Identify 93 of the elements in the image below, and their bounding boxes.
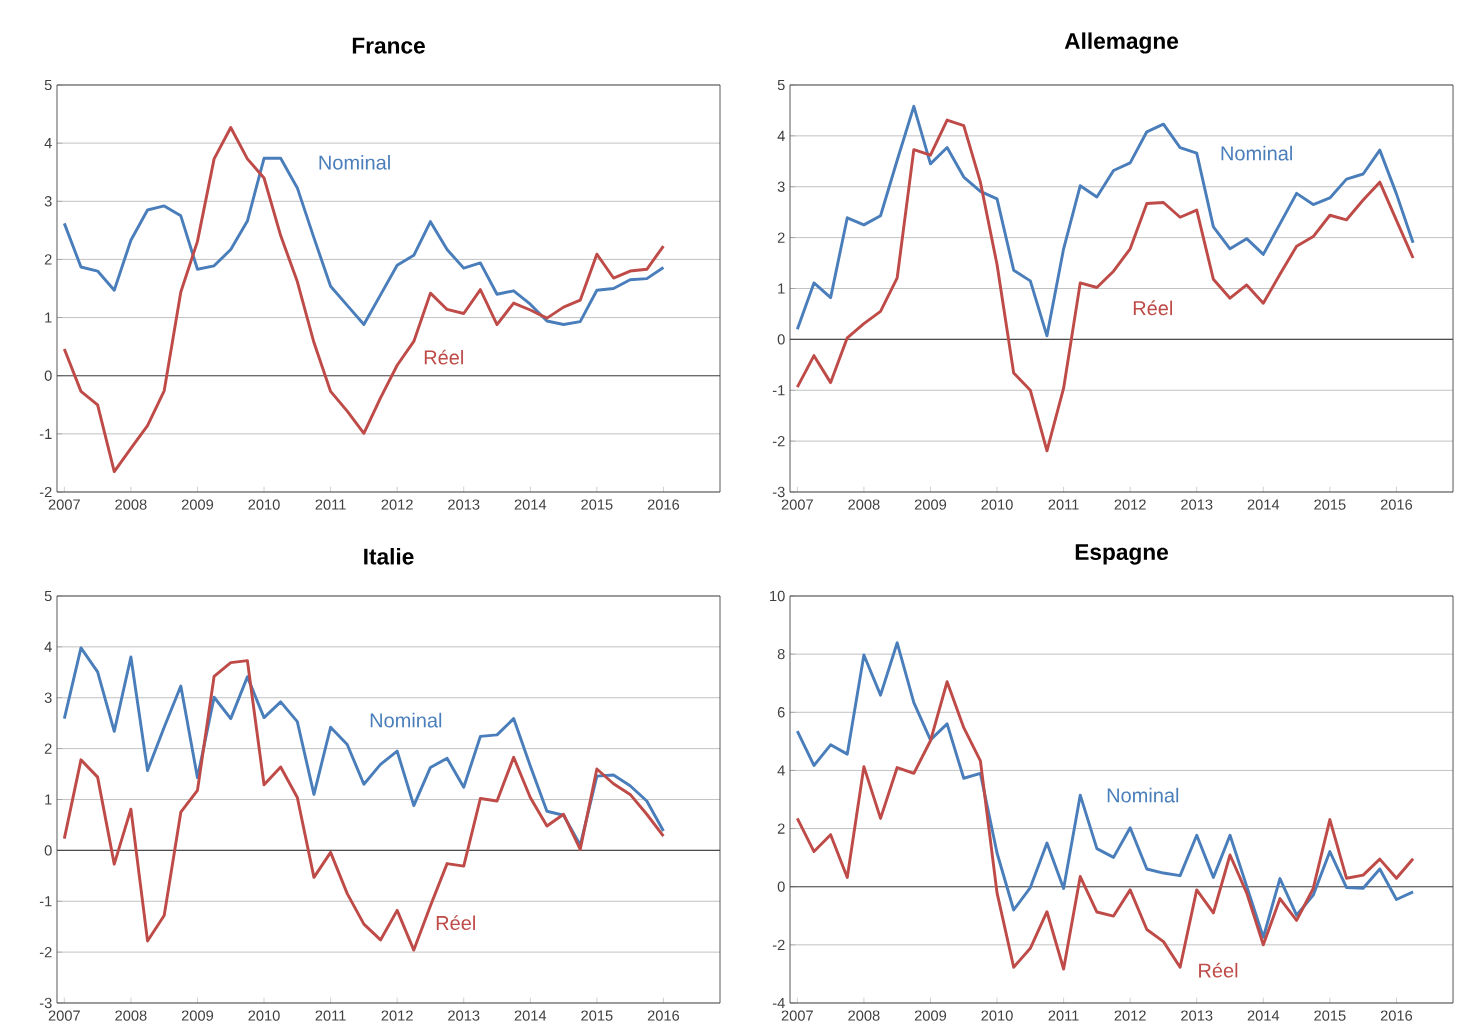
line-series: [795, 118, 1415, 453]
x-tick-label: 2013: [448, 1010, 480, 1021]
x-tick-label: 2016: [1380, 499, 1413, 510]
y-tick-label: 5: [777, 79, 785, 91]
x-tick-label: 2009: [181, 499, 214, 510]
x-tick-label: 2012: [1114, 499, 1146, 510]
x-tick-label: 2012: [381, 499, 413, 510]
x-tick-label: 2011: [1048, 1010, 1079, 1021]
x-tick-label: 2007: [781, 1010, 813, 1021]
x-tick-label: 2014: [514, 499, 547, 510]
y-tick-label: -2: [39, 947, 52, 958]
y-tick-label: 4: [777, 130, 785, 141]
y-tick-label: -1: [39, 428, 52, 439]
y-tick-label: 6: [777, 707, 785, 718]
y-tick-label: 4: [777, 765, 785, 776]
y-tick-label: 3: [44, 692, 52, 703]
series-label: Réel: [1133, 300, 1173, 316]
x-tick-label: 2009: [914, 1010, 947, 1021]
chart-title: Espagne: [1075, 544, 1168, 565]
x-tick-label: 2014: [1247, 499, 1280, 510]
line-series: [62, 659, 665, 952]
y-tick-label: 2: [777, 823, 785, 834]
y-tick-label: -3: [39, 997, 52, 1009]
x-tick-label: 2015: [581, 1010, 613, 1021]
y-tick-label: 1: [45, 312, 52, 323]
y-tick-label: 2: [44, 254, 52, 265]
x-tick-label: 2013: [1181, 1010, 1213, 1021]
series-label: Nominal: [1107, 787, 1179, 803]
y-tick-label: 2: [44, 743, 52, 754]
line-series: [795, 104, 1415, 338]
y-tick-label: -2: [772, 436, 785, 447]
x-tick-label: 2016: [647, 1010, 680, 1021]
series-label: Nominal: [1221, 145, 1292, 161]
x-tick-label: 2010: [248, 499, 280, 510]
y-tick-label: 8: [777, 648, 785, 660]
x-tick-label: 2016: [1380, 1010, 1413, 1021]
x-tick-label: 2011: [1048, 499, 1079, 510]
chart-title: Italie: [364, 547, 414, 565]
x-tick-label: 2008: [848, 1010, 880, 1021]
series-label: Réel: [1199, 962, 1238, 978]
y-tick-label: -2: [772, 939, 785, 950]
x-tick-label: 2007: [48, 1010, 80, 1021]
x-tick-label: 2014: [514, 1010, 547, 1021]
y-tick-label: 10: [770, 590, 785, 602]
line-series: [795, 641, 1415, 939]
x-tick-label: 2008: [115, 499, 147, 510]
y-tick-label: 5: [44, 590, 52, 602]
x-tick-label: 2008: [115, 1010, 147, 1021]
chart-title: Allemagne: [1064, 32, 1179, 54]
y-tick-label: 0: [44, 845, 52, 856]
y-tick-label: -4: [772, 997, 785, 1009]
x-tick-label: 2011: [315, 499, 346, 510]
y-tick-label: 3: [777, 181, 785, 192]
y-tick-label: 0: [44, 370, 52, 381]
y-tick-label: -1: [772, 385, 785, 396]
x-tick-label: 2010: [981, 1010, 1013, 1021]
x-tick-label: 2007: [48, 499, 80, 510]
y-tick-label: 1: [45, 794, 52, 805]
x-tick-label: 2015: [581, 499, 613, 510]
line-series: [62, 125, 665, 474]
x-tick-label: 2013: [1181, 499, 1213, 510]
x-tick-label: 2015: [1314, 1010, 1346, 1021]
x-tick-label: 2011: [315, 1010, 346, 1021]
y-tick-label: -3: [772, 486, 785, 498]
series-label: Nominal: [319, 154, 390, 170]
y-tick-label: 0: [777, 334, 785, 345]
x-tick-label: 2012: [1114, 1010, 1146, 1021]
y-tick-label: 4: [44, 641, 52, 652]
y-tick-label: 3: [44, 196, 52, 207]
x-tick-label: 2010: [248, 1010, 280, 1021]
x-tick-label: 2009: [914, 499, 947, 510]
y-tick-label: -2: [39, 486, 52, 498]
line-series: [62, 156, 665, 327]
x-tick-label: 2010: [981, 499, 1013, 510]
x-tick-label: 2013: [448, 499, 480, 510]
x-tick-label: 2014: [1247, 1010, 1280, 1021]
x-tick-label: 2016: [647, 499, 680, 510]
x-tick-label: 2009: [181, 1010, 214, 1021]
series-label: Réel: [424, 349, 463, 365]
x-tick-label: 2008: [848, 499, 880, 510]
y-tick-label: 1: [778, 283, 785, 294]
series-label: Nominal: [370, 712, 442, 728]
x-tick-label: 2012: [381, 1010, 413, 1021]
series-label: Réel: [436, 915, 475, 931]
chart-title: France: [352, 37, 425, 54]
x-tick-label: 2007: [781, 499, 813, 510]
y-tick-label: 0: [777, 881, 785, 892]
y-tick-label: 5: [44, 79, 52, 91]
y-tick-label: 2: [777, 232, 785, 243]
line-series: [62, 646, 665, 847]
y-tick-label: 4: [44, 138, 52, 149]
y-tick-label: -1: [39, 896, 52, 907]
x-tick-label: 2015: [1314, 499, 1346, 510]
